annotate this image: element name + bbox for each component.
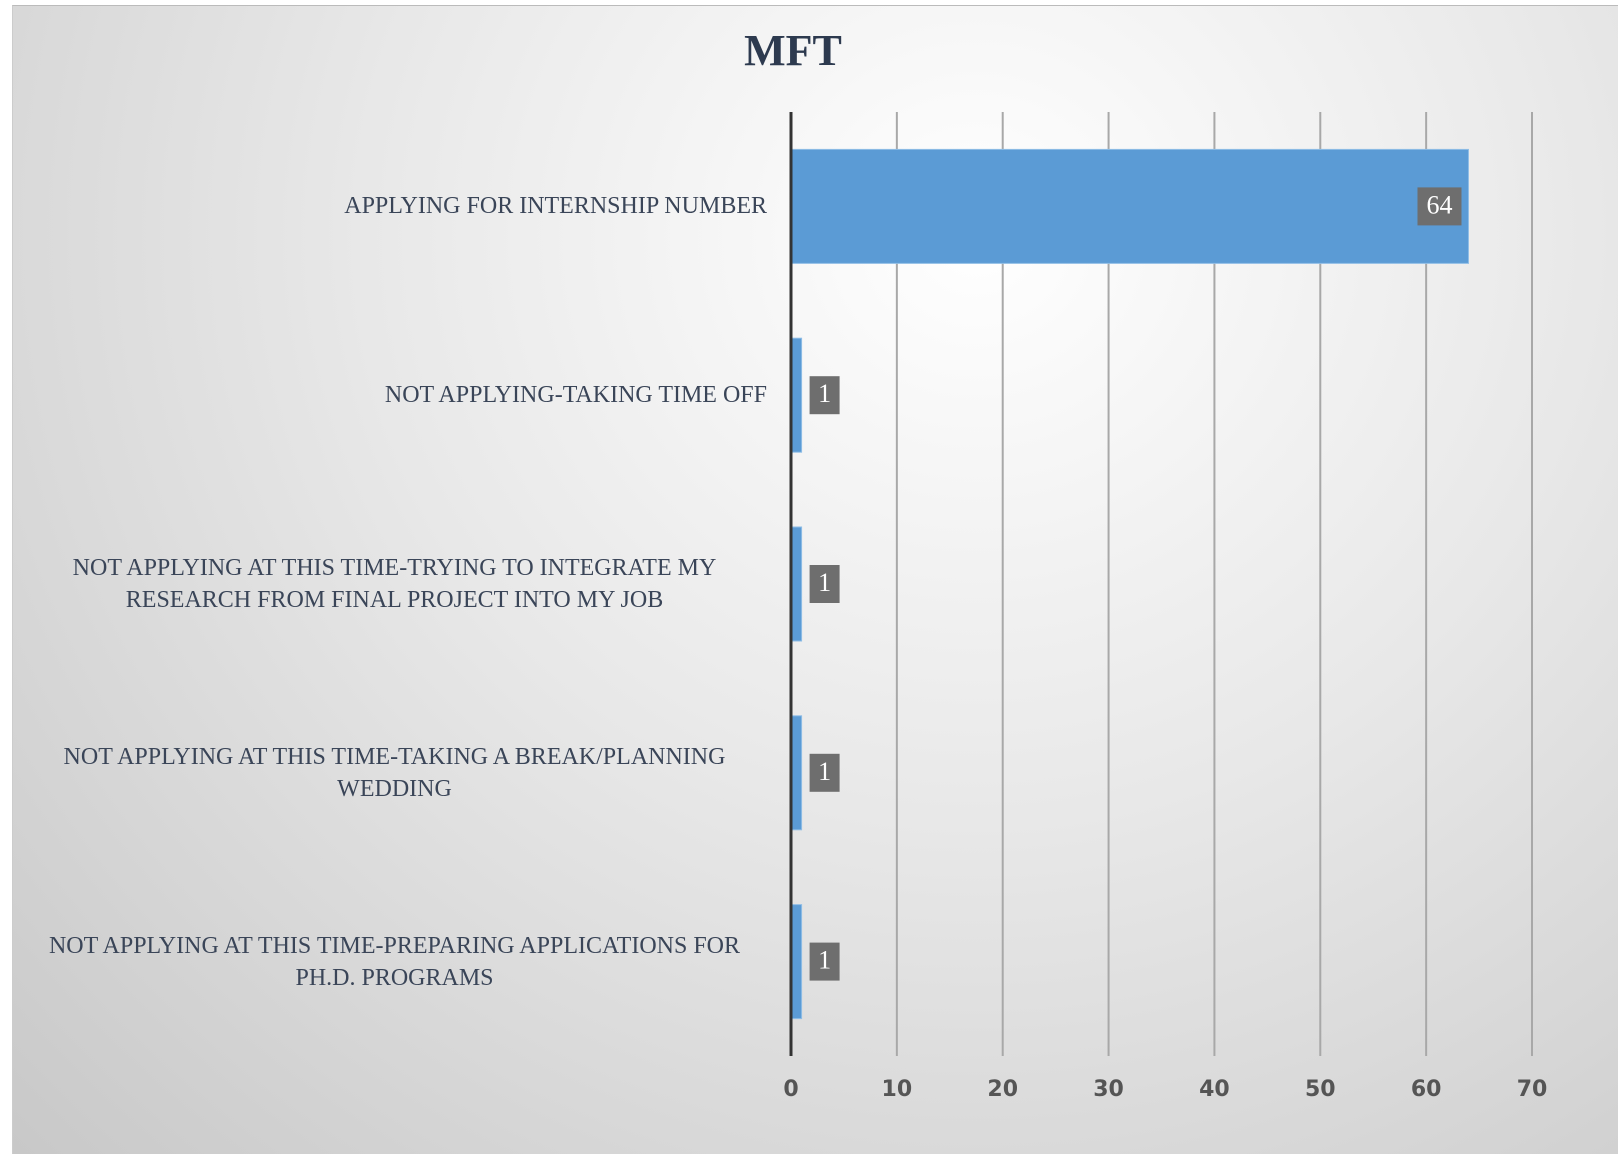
x-tick-label: 20 [987, 1077, 1018, 1102]
x-tick-label: 40 [1199, 1077, 1230, 1102]
data-label-box [809, 942, 840, 981]
bar [790, 904, 803, 1020]
y-tick-label: NOT APPLYING AT THIS TIME-TRYING TO INTE… [72, 555, 717, 613]
y-tick-label: NOT APPLYING-TAKING TIME OFF [384, 382, 767, 409]
y-tick-label: APPLYING FOR INTERNSHIP NUMBER [344, 193, 767, 220]
data-label: 1 [818, 568, 831, 597]
y-tick-label: NOT APPLYING AT THIS TIME-TAKING A BREAK… [63, 743, 726, 802]
data-label: 1 [818, 379, 831, 408]
y-tick-label-box: NOT APPLYING AT THIS TIME-PREPARING APPL… [0, 917, 767, 1007]
y-tick-label-box: APPLYING FOR INTERNSHIP NUMBER [0, 161, 767, 251]
bar [790, 337, 803, 453]
y-tick-label-box: NOT APPLYING-TAKING TIME OFF [0, 350, 767, 440]
x-tick-label: 30 [1093, 1077, 1124, 1102]
data-label-box [1417, 187, 1462, 226]
bar [790, 715, 803, 831]
chart-title: MFT [744, 26, 842, 75]
x-tick-label: 70 [1517, 1077, 1548, 1102]
bar [790, 148, 1469, 264]
data-label-box [809, 565, 840, 603]
x-tick-label: 0 [783, 1077, 798, 1102]
y-tick-label-box: NOT APPLYING AT THIS TIME-TRYING TO INTE… [0, 539, 767, 629]
data-label: 64 [1426, 190, 1452, 219]
y-tick-label-box: NOT APPLYING AT THIS TIME-TAKING A BREAK… [0, 728, 767, 818]
data-label: 1 [818, 757, 831, 786]
y-tick-label: NOT APPLYING AT THIS TIME-PREPARING APPL… [48, 932, 741, 991]
data-label-box [809, 753, 840, 792]
x-tick-label: 50 [1305, 1077, 1336, 1102]
x-tick-label: 60 [1411, 1077, 1442, 1102]
data-label-box [809, 376, 840, 415]
data-label: 1 [818, 946, 831, 975]
x-tick-label: 10 [882, 1077, 913, 1102]
bar [790, 526, 803, 642]
